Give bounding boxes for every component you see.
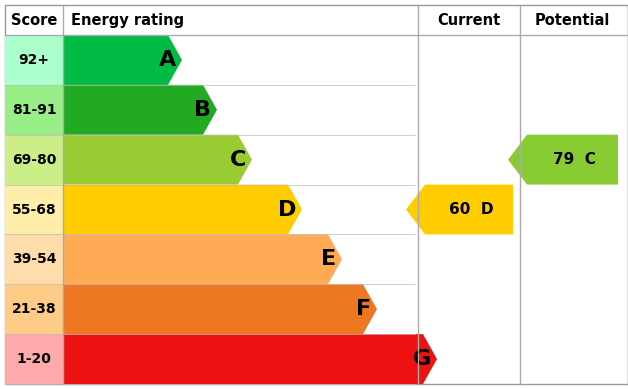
Text: Energy rating: Energy rating [71,12,184,28]
Bar [5,184,63,235]
Polygon shape [63,284,377,334]
Text: C: C [230,150,246,170]
Text: 60  D: 60 D [449,202,493,217]
Polygon shape [63,135,252,184]
Polygon shape [63,184,302,235]
Bar [5,235,63,284]
Text: A: A [159,50,176,70]
Text: E: E [321,249,336,269]
Text: Potential: Potential [535,12,610,28]
Text: 92+: 92+ [18,53,50,67]
Text: 55-68: 55-68 [12,203,57,217]
Polygon shape [63,235,342,284]
Text: 21-38: 21-38 [12,302,57,316]
Text: 39-54: 39-54 [12,252,57,266]
Bar [5,334,63,384]
Polygon shape [63,85,217,135]
Text: Current: Current [437,12,501,28]
Polygon shape [406,184,513,235]
Bar [5,85,63,135]
Text: 1-20: 1-20 [16,352,51,366]
Text: B: B [194,100,211,120]
Bar [5,284,63,334]
Text: 79  C: 79 C [553,152,596,167]
Polygon shape [63,35,182,85]
Polygon shape [63,334,437,384]
Text: D: D [278,200,296,219]
Bar [5,35,63,85]
Text: Score: Score [11,12,57,28]
Text: 69-80: 69-80 [12,152,56,166]
Text: 81-91: 81-91 [12,103,57,117]
Text: G: G [413,349,431,369]
Text: F: F [356,299,371,319]
Bar [5,135,63,184]
Polygon shape [508,135,618,184]
